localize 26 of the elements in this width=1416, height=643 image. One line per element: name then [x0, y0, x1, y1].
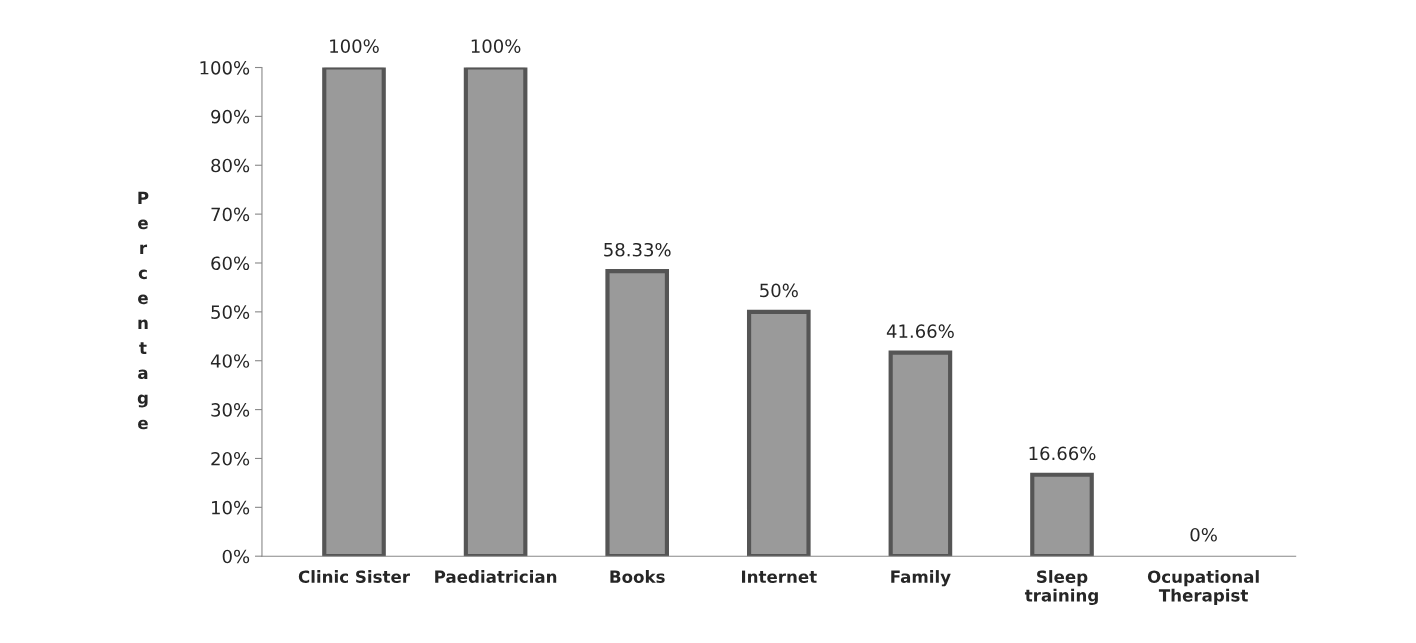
y-tick-label: 80% — [211, 158, 250, 173]
y-tick-label: 90% — [211, 109, 250, 124]
x-tick-label: Sleep training — [1024, 570, 1098, 606]
data-label: 100% — [330, 39, 379, 53]
x-tick-label: Paediatrician — [435, 570, 557, 583]
data-label: 41.66% — [886, 324, 954, 338]
text: Percentage — [137, 191, 149, 430]
x-tick-label: Books — [610, 570, 665, 583]
y-tick-label: 30% — [211, 403, 250, 417]
x-tick-label: Internet — [741, 570, 817, 583]
y-tick-label: 40% — [210, 354, 250, 368]
y-tick-label: 50% — [211, 305, 250, 319]
y-tick-label: 70% — [211, 207, 250, 222]
x-tick-label: Clinic Sister — [298, 570, 410, 583]
data-label: 0% — [1190, 527, 1217, 542]
data-label: 16.66% — [1029, 446, 1096, 461]
x-tick-label: Family — [891, 570, 951, 587]
y-tick-label: 20% — [211, 451, 250, 466]
y-tick-label: 60% — [211, 256, 250, 271]
y-tick-label: 0% — [222, 549, 250, 564]
y-tick-label: 10% — [212, 500, 250, 515]
y-tick-label: 100% — [200, 60, 250, 75]
data-label: 50% — [760, 283, 798, 298]
x-tick-label: Ocupational Therapist — [1147, 570, 1259, 605]
data-label: 100% — [471, 39, 521, 53]
data-label: 58.33% — [604, 242, 671, 257]
